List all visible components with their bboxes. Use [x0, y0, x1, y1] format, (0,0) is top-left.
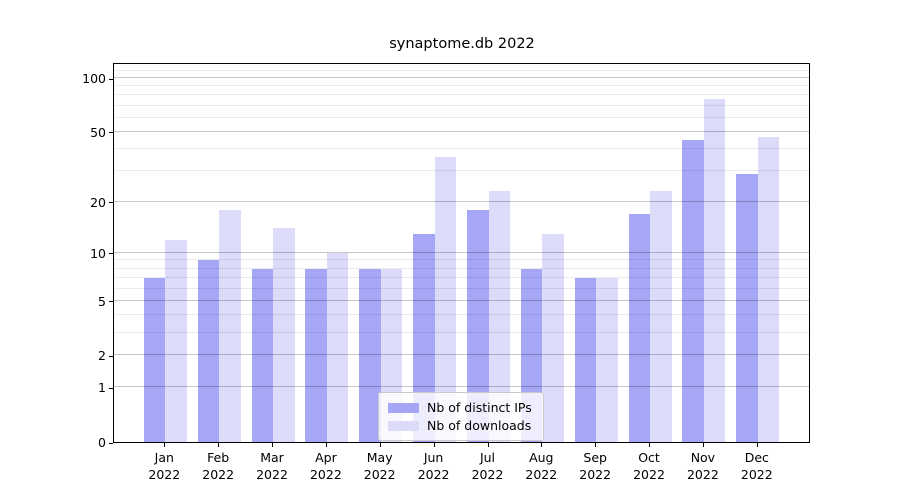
bar-downloads-jul: [488, 191, 510, 442]
bar-downloads-apr: [326, 252, 349, 442]
bar-distinct-ips-oct: [628, 214, 650, 442]
y-tick-50: [109, 132, 113, 134]
x-tick-label-dec: Dec 2022: [740, 450, 773, 482]
x-tick-label-jan: Jan 2022: [148, 450, 181, 482]
x-tick-dec: [756, 443, 758, 447]
bar-downloads-nov: [703, 99, 726, 442]
y-tick-100: [109, 78, 113, 80]
plot-area: [113, 62, 810, 443]
y-tick-label-2: 2: [98, 348, 106, 364]
x-tick-jan: [164, 443, 166, 447]
legend-item-downloads: Nb of downloads: [388, 417, 534, 434]
y-tick-1: [109, 387, 113, 389]
legend-item-distinct-ips: Nb of distinct IPs: [388, 399, 534, 416]
y-tick-label-10: 10: [90, 245, 106, 261]
x-tick-aug: [541, 443, 543, 447]
bar-downloads-sep: [596, 278, 618, 442]
bar-downloads-dec: [757, 136, 780, 442]
x-tick-label-apr: Apr 2022: [309, 450, 342, 482]
bar-distinct-ips-sep: [574, 278, 597, 442]
y-tick-label-20: 20: [90, 194, 106, 210]
x-tick-label-may: May 2022: [363, 450, 396, 482]
x-tick-label-feb: Feb 2022: [202, 450, 235, 482]
x-tick-oct: [649, 443, 650, 447]
bar-distinct-ips-may: [359, 268, 381, 442]
y-tick-label-5: 5: [98, 293, 106, 309]
x-tick-sep: [595, 443, 597, 447]
legend-box: Nb of distinct IPs Nb of downloads: [378, 392, 544, 441]
legend-swatch-downloads: [388, 420, 419, 431]
bar-distinct-ips-apr: [305, 268, 327, 442]
bar-distinct-ips-jun: [413, 233, 435, 442]
bar-distinct-ips-nov: [682, 140, 704, 442]
y-tick-5: [109, 301, 113, 303]
x-tick-apr: [325, 443, 327, 447]
x-tick-mar: [272, 443, 273, 447]
y-tick-label-1: 1: [98, 380, 106, 396]
x-tick-label-jun: Jun 2022: [417, 450, 450, 482]
x-tick-label-aug: Aug 2022: [525, 450, 558, 482]
x-tick-jul: [487, 443, 489, 447]
legend-swatch-distinct-ips: [388, 402, 419, 413]
y-tick-label-0: 0: [98, 435, 106, 450]
x-tick-feb: [218, 443, 220, 447]
chart-title: synaptome.db 2022: [389, 36, 535, 52]
x-tick-label-sep: Sep 2022: [579, 450, 612, 482]
x-tick-jun: [433, 443, 435, 447]
bar-downloads-feb: [219, 209, 241, 442]
bar-distinct-ips-mar: [251, 268, 273, 442]
bar-distinct-ips-jan: [143, 278, 166, 442]
x-tick-label-oct: Oct 2022: [633, 450, 665, 482]
y-tick-2: [109, 355, 113, 357]
x-tick-may: [379, 443, 381, 447]
x-tick-label-nov: Nov 2022: [686, 450, 719, 482]
bar-downloads-jan: [165, 239, 187, 442]
y-tick-20: [109, 202, 113, 204]
y-tick-0: [109, 442, 113, 444]
bar-downloads-jun: [434, 157, 457, 442]
bar-downloads-aug: [542, 233, 564, 442]
bar-distinct-ips-dec: [736, 173, 758, 442]
bar-distinct-ips-jul: [467, 209, 489, 442]
x-tick-label-jul: Jul 2022: [471, 450, 504, 482]
bar-downloads-mar: [273, 228, 295, 442]
bar-downloads-oct: [650, 191, 672, 442]
bars-layer: [114, 64, 809, 442]
x-tick-nov: [702, 443, 704, 447]
bar-distinct-ips-feb: [197, 260, 220, 442]
legend-label-distinct-ips: Nb of distinct IPs: [427, 400, 532, 415]
y-tick-10: [109, 253, 113, 255]
legend-label-downloads: Nb of downloads: [427, 418, 532, 433]
y-tick-label-100: 100: [82, 71, 106, 86]
x-tick-label-mar: Mar 2022: [256, 450, 288, 482]
y-tick-label-50: 50: [90, 124, 106, 140]
